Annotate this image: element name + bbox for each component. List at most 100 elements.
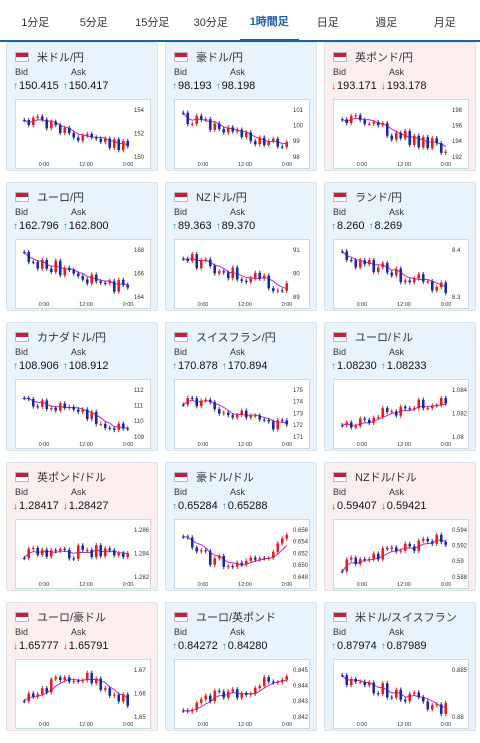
currency-card[interactable]: ユーロ/ドル Bid Ask ↑1.08230 ↑1.08233 1.084 1.082 1.… xyxy=(324,322,476,451)
y-tick-label: 0.88 xyxy=(452,715,464,721)
currency-card[interactable]: スイスフラン/円 Bid Ask ↑170.878 ↑170.894 175 174 173 1… xyxy=(165,322,317,451)
pair-title[interactable]: ユーロ/ドル xyxy=(333,329,413,345)
x-tick-label: 12:00 xyxy=(397,162,411,168)
currency-card[interactable]: 米ドル/円 Bid Ask ↑150.415 ↑150.417 154 152 150 0:00… xyxy=(6,42,158,171)
candle-body xyxy=(249,132,253,142)
x-tick-label: 0:00 xyxy=(123,582,134,588)
currency-card[interactable]: 豪ドル/ドル Bid Ask ↑0.65284 ↑0.65288 0.656 0.654 0.… xyxy=(165,462,317,591)
currency-card[interactable]: NZドル/円 Bid Ask ↑89.363 ↑89.370 91 90 89 0:00 12:0… xyxy=(165,182,317,311)
candle-body xyxy=(240,279,244,281)
arrow-up-icon: ↑ xyxy=(62,221,68,232)
candle-body xyxy=(240,693,244,698)
candle-body xyxy=(217,690,221,692)
ask-value: 0.59421 xyxy=(386,500,427,512)
currency-card[interactable]: NZドル/ドル Bid Ask ↓0.59407 ↓0.59421 0.594 0.592 0… xyxy=(324,462,476,591)
price-chart[interactable]: 8.4 8.3 0:00 12:00 0:00 xyxy=(333,239,469,309)
tab-5[interactable]: 日足 xyxy=(316,17,339,29)
candle-body xyxy=(439,143,443,153)
pair-title[interactable]: ユーロ/豪ドル xyxy=(15,609,106,625)
candle-body xyxy=(412,692,416,694)
tab-1[interactable]: 5分足 xyxy=(79,17,108,29)
price-chart[interactable]: 175 174 173 172 171 0:00 12:00 0:00 xyxy=(174,379,310,449)
flag-icon xyxy=(174,472,188,482)
candle-body xyxy=(126,428,130,430)
candle-body xyxy=(36,406,40,408)
candle-body xyxy=(112,281,116,292)
price-chart[interactable]: 198 196 194 192 0:00 12:00 0:00 xyxy=(333,99,469,169)
price-chart[interactable]: 112 111 110 109 0:00 12:00 0:00 xyxy=(15,379,151,449)
tab-0[interactable]: 1分足 xyxy=(21,17,50,29)
ask-value: 0.84280 xyxy=(227,640,268,652)
moving-average-line xyxy=(342,403,446,426)
arrow-down-icon: ↓ xyxy=(62,501,68,512)
candle-body xyxy=(190,709,194,712)
tab-2[interactable]: 15分足 xyxy=(135,17,170,29)
price-chart[interactable]: 0.885 0.88 0:00 12:00 0:00 xyxy=(333,659,469,729)
pair-title[interactable]: 米ドル/円 xyxy=(15,49,84,65)
currency-card[interactable]: 英ポンド/ドル Bid Ask ↓1.28417 ↓1.28427 1.286 1.284 1… xyxy=(6,462,158,591)
pair-title[interactable]: スイスフラン/円 xyxy=(174,329,276,345)
bid-label: Bid xyxy=(333,627,347,637)
candle-body xyxy=(426,408,430,410)
pair-title[interactable]: カナダドル/円 xyxy=(15,329,106,345)
tab-3[interactable]: 30分足 xyxy=(193,17,228,29)
tab-6[interactable]: 週足 xyxy=(375,17,398,29)
pair-title[interactable]: ユーロ/円 xyxy=(15,189,84,205)
x-tick-label: 0:00 xyxy=(123,442,134,448)
candle-body xyxy=(262,137,266,145)
currency-card[interactable]: 英ポンド/円 Bid Ask ↓193.171 ↓193.178 198 196 194 192… xyxy=(324,42,476,171)
price-chart[interactable]: 91 90 89 0:00 12:00 0:00 xyxy=(174,239,310,309)
candle-body xyxy=(258,272,262,279)
arrow-up-icon: ↑ xyxy=(13,361,18,372)
candle-body xyxy=(58,124,62,133)
currency-card[interactable]: ユーロ/豪ドル Bid Ask ↓1.65777 ↓1.65791 1.67 1.66 1.6… xyxy=(6,602,158,731)
arrow-up-icon: ↑ xyxy=(172,361,177,372)
bid-label: Bid xyxy=(333,67,347,77)
x-tick-label: 0:00 xyxy=(441,162,452,168)
price-chart[interactable]: 0.656 0.654 0.652 0.650 0.648 0:00 12:00 0:00 xyxy=(174,519,310,589)
currency-card[interactable]: ユーロ/円 Bid Ask ↑162.796 ↑162.800 168 166 164 0:00… xyxy=(6,182,158,311)
pair-title[interactable]: ランド/円 xyxy=(333,189,402,205)
price-values: ↓1.65777 ↓1.65791 xyxy=(13,640,109,652)
pair-title[interactable]: NZドル/円 xyxy=(174,189,247,205)
tab-4[interactable]: 1時間足 xyxy=(240,1,299,42)
currency-card[interactable]: ランド/円 Bid Ask ↑8.260 ↑8.269 8.4 8.3 0:00 12:00 0:… xyxy=(324,182,476,311)
pair-title[interactable]: 豪ドル/ドル xyxy=(174,469,254,485)
candle-body xyxy=(199,260,203,269)
tab-7[interactable]: 月足 xyxy=(433,17,456,29)
price-chart[interactable]: 154 152 150 0:00 12:00 0:00 xyxy=(15,99,151,169)
candle-body xyxy=(81,135,85,141)
currency-card[interactable]: ユーロ/英ポンド Bid Ask ↑0.84272 ↑0.84280 0.845 0.844… xyxy=(165,602,317,731)
bid-label: Bid xyxy=(15,627,29,637)
y-tick-label: 0.885 xyxy=(452,668,468,674)
candle-body xyxy=(399,132,403,139)
bid-value: 98.193 xyxy=(178,80,212,92)
x-tick-label: 12:00 xyxy=(79,302,93,308)
candle-body xyxy=(94,678,98,684)
pair-title[interactable]: 豪ドル/円 xyxy=(174,49,243,65)
price-values: ↑170.878 ↑170.894 xyxy=(172,360,268,372)
candle-body xyxy=(67,406,71,408)
pair-title[interactable]: NZドル/ドル xyxy=(333,469,417,485)
pair-title[interactable]: 米ドル/スイスフラン xyxy=(333,609,457,625)
price-chart[interactable]: 101 100 99 98 0:00 12:00 0:00 xyxy=(174,99,310,169)
price-chart[interactable]: 168 166 164 0:00 12:00 0:00 xyxy=(15,239,151,309)
price-chart[interactable]: 0.594 0.592 0.59 0.588 0:00 12:00 0:00 xyxy=(333,519,469,589)
pair-title[interactable]: 英ポンド/ドル xyxy=(15,469,106,485)
candle-body xyxy=(217,271,221,274)
price-chart[interactable]: 1.084 1.082 1.08 0:00 12:00 0:00 xyxy=(333,379,469,449)
price-chart[interactable]: 1.67 1.66 1.65 0:00 12:00 0:00 xyxy=(15,659,151,729)
price-chart[interactable]: 0.845 0.844 0.843 0.842 0:00 12:00 0:00 xyxy=(174,659,310,729)
pair-title[interactable]: 英ポンド/円 xyxy=(333,49,413,65)
currency-card[interactable]: カナダドル/円 Bid Ask ↑108.906 ↑108.912 112 111 110 10… xyxy=(6,322,158,451)
price-chart[interactable]: 1.286 1.284 1.282 0:00 12:00 0:00 xyxy=(15,519,151,589)
currency-card[interactable]: 豪ドル/円 Bid Ask ↑98.193 ↑98.198 101 100 99 98 0:00 1… xyxy=(165,42,317,171)
arrow-up-icon: ↑ xyxy=(215,221,221,232)
currency-card[interactable]: 米ドル/スイスフラン Bid Ask ↑0.87974 ↑0.87989 0.885 0.8… xyxy=(324,602,476,731)
pair-title[interactable]: ユーロ/英ポンド xyxy=(174,609,276,625)
candle-body xyxy=(385,548,389,550)
candle-body xyxy=(285,420,289,425)
candle-body xyxy=(385,263,389,273)
candle-body xyxy=(54,677,58,680)
candle-body xyxy=(204,550,208,552)
